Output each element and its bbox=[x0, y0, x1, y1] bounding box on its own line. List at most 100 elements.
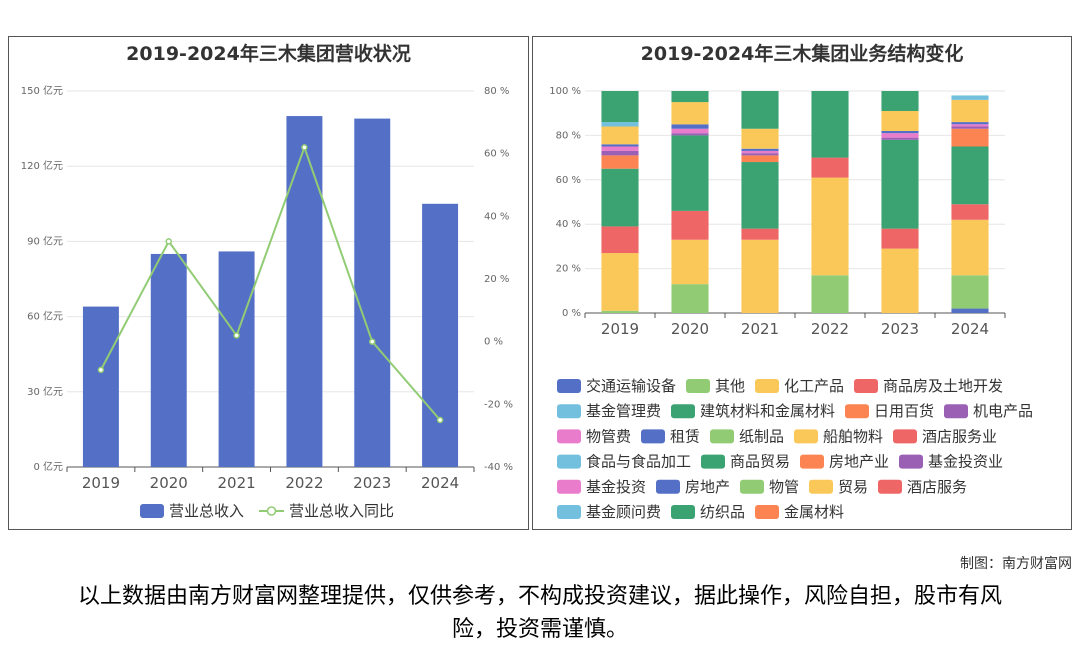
revenue-chart-panel: 2019-2024年三木集团营收状况 0 亿元 30 亿元 60 亿元 90 亿元 12… bbox=[8, 36, 529, 530]
bar-revenue bbox=[82, 306, 119, 467]
legend-label: 商品贸易 bbox=[730, 453, 790, 471]
point-yoy bbox=[165, 238, 172, 245]
x-tick-label: 2021 bbox=[217, 474, 255, 492]
stacked-bar-segment bbox=[951, 124, 989, 127]
legend-swatch bbox=[893, 429, 917, 444]
stacked-bar-segment bbox=[601, 144, 639, 147]
legend-label: 化工产品 bbox=[784, 377, 844, 395]
structure-chart: 0 % 20 % 40 % 60 % 80 % 100 % 2019 2020 2021 2022… bbox=[549, 86, 1033, 521]
legend-swatch bbox=[755, 505, 779, 519]
legend-label: 贸易 bbox=[838, 478, 868, 496]
stacked-bar-segment bbox=[951, 122, 989, 125]
legend-swatch bbox=[710, 429, 734, 444]
stacked-bar-segment bbox=[601, 168, 639, 227]
legend-label: 纸制品 bbox=[739, 427, 784, 445]
stacked-bar-segment bbox=[601, 91, 639, 123]
y-tick-label-right: -20 % bbox=[484, 399, 513, 410]
stacked-bar-segment bbox=[881, 130, 919, 134]
stacked-bar-segment bbox=[951, 99, 989, 123]
stacked-bar-segment bbox=[601, 122, 639, 127]
stacked-bar-segment bbox=[811, 91, 849, 158]
x-tick-label: 2020 bbox=[671, 320, 709, 338]
legend-swatch bbox=[755, 379, 779, 393]
chart-title: 2019-2024年三木集团营收状况 bbox=[126, 43, 411, 65]
legend-swatch bbox=[671, 404, 695, 419]
x-tick-label: 2019 bbox=[82, 474, 120, 492]
legend-swatch bbox=[557, 379, 581, 393]
stacked-bar-segment bbox=[741, 150, 779, 154]
y-tick-label: 80 % bbox=[556, 130, 581, 141]
stacked-bar-segment bbox=[951, 146, 989, 205]
stacked-bar-segment bbox=[601, 155, 639, 169]
x-tick-label: 2019 bbox=[601, 320, 639, 338]
stacked-bar-segment bbox=[671, 128, 709, 134]
legend-swatch bbox=[854, 379, 878, 393]
stacked-bar-segment bbox=[951, 219, 989, 276]
stacked-bar-segment bbox=[671, 133, 709, 136]
y-tick-label: 20 % bbox=[556, 264, 581, 275]
legend-swatch bbox=[809, 479, 833, 494]
stacked-bar-segment bbox=[951, 204, 989, 220]
chart-credit: 制图：南方财富网 bbox=[960, 556, 1072, 572]
stacked-bar-segment bbox=[811, 275, 849, 313]
stacked-bar-segment bbox=[601, 150, 639, 156]
stacked-bar-segment bbox=[671, 124, 709, 129]
legend-swatch bbox=[557, 505, 581, 519]
legend-label: 酒店服务业 bbox=[922, 427, 997, 445]
y-tick-label-right: 80 % bbox=[484, 86, 509, 97]
stacked-bar-segment bbox=[601, 226, 639, 254]
legend-swatch bbox=[641, 429, 665, 444]
stacked-bar-segment bbox=[741, 148, 779, 151]
stacked-bar-segment bbox=[881, 137, 919, 140]
stacked-bar-segment bbox=[881, 139, 919, 229]
x-tick-label: 2023 bbox=[353, 474, 391, 492]
stacked-bar-segment bbox=[671, 239, 709, 285]
bar-revenue bbox=[354, 118, 391, 467]
bar-revenue bbox=[150, 253, 187, 467]
point-yoy bbox=[233, 332, 240, 339]
bar-revenue bbox=[422, 203, 459, 468]
legend-label: 交通运输设备 bbox=[586, 377, 676, 395]
legend-label: 物管费 bbox=[586, 427, 631, 445]
stacked-bar-segment bbox=[881, 248, 919, 313]
x-tick-label: 2020 bbox=[150, 474, 188, 492]
line-yoy bbox=[100, 144, 441, 421]
stacked-bar-segment bbox=[601, 253, 639, 311]
point-yoy bbox=[301, 144, 308, 151]
y-tick-label-right: 0 % bbox=[484, 337, 503, 348]
point-yoy bbox=[97, 366, 105, 374]
legend-swatch bbox=[557, 404, 581, 419]
stacked-bar-segment bbox=[881, 133, 919, 138]
stacked-bar-segment bbox=[881, 91, 919, 111]
y-tick-label-right: 20 % bbox=[484, 274, 509, 285]
legend-swatch bbox=[878, 479, 902, 494]
legend-label: 房地产 bbox=[685, 478, 730, 496]
y-tick-label-left: 90 亿元 bbox=[27, 234, 63, 247]
bar-revenue bbox=[218, 251, 255, 467]
legend-label: 金属材料 bbox=[784, 503, 844, 521]
stacked-bar-segment bbox=[951, 275, 989, 309]
y-tick-label-right: -40 % bbox=[484, 462, 513, 473]
legend-swatch bbox=[701, 454, 725, 469]
stacked-bar-segment bbox=[951, 308, 989, 313]
y-tick-label-left: 60 亿元 bbox=[27, 310, 63, 323]
y-tick-label-left: 30 亿元 bbox=[27, 385, 63, 398]
x-tick-label: 2022 bbox=[285, 474, 323, 492]
legend-swatch bbox=[557, 479, 581, 494]
legend-label: 基金投资 bbox=[586, 478, 646, 496]
y-tick-label-left: 150 亿元 bbox=[21, 84, 63, 97]
y-tick-label-left: 0 亿元 bbox=[33, 460, 63, 473]
legend-label: 酒店服务 bbox=[907, 478, 967, 496]
legend-label: 物管 bbox=[769, 478, 799, 496]
legend-label: 食品与食品加工 bbox=[586, 453, 691, 471]
x-tick-label: 2024 bbox=[421, 474, 459, 492]
stacked-bar-segment bbox=[741, 91, 779, 129]
stacked-bar-segment bbox=[601, 126, 639, 145]
stacked-bar-segment bbox=[741, 153, 779, 156]
structure-chart-panel: 2019-2024年三木集团业务结构变化 0 % 20 % 40 % 60 % 80 %… bbox=[532, 36, 1072, 530]
legend-swatch bbox=[671, 505, 695, 519]
stacked-bar-segment bbox=[741, 239, 779, 313]
stacked-bar-segment bbox=[671, 135, 709, 211]
stacked-bar-segment bbox=[671, 102, 709, 125]
x-tick-label: 2023 bbox=[881, 320, 919, 338]
